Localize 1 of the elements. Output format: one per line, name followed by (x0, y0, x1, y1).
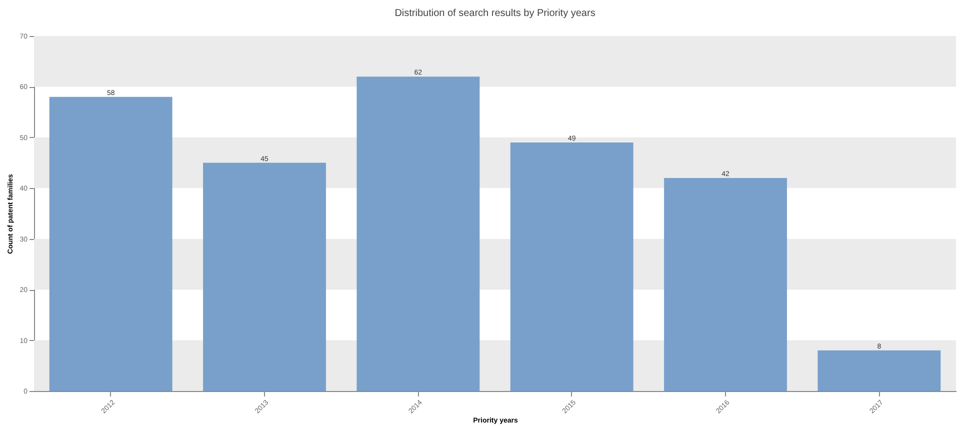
chart-title: Distribution of search results by Priority years (394, 8, 596, 19)
